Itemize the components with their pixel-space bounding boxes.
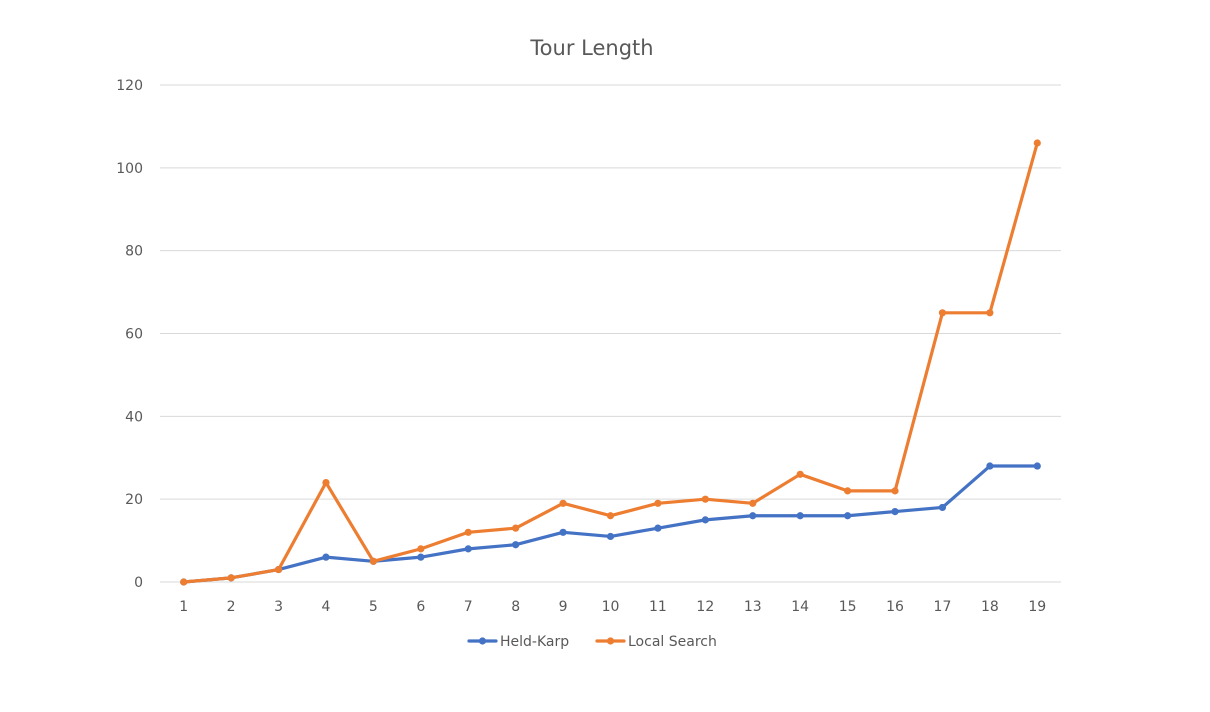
y-tick-label: 100	[116, 161, 143, 177]
x-tick-label: 12	[696, 599, 714, 615]
data-point	[796, 512, 804, 520]
x-tick-label: 18	[981, 599, 999, 615]
x-tick-label: 1	[179, 599, 188, 615]
data-point	[796, 470, 804, 478]
legend-swatch-marker	[606, 637, 615, 645]
x-axis-ticks: 1 2 3 4 5 6 7 8 9 10 11 12 13 14 15 16 17 18 19	[179, 599, 1046, 615]
x-tick-label: 19	[1028, 599, 1046, 615]
data-point	[1033, 139, 1041, 147]
data-point	[274, 565, 283, 574]
x-tick-label: 10	[602, 599, 620, 615]
data-point	[844, 487, 852, 495]
y-tick-label: 0	[134, 575, 143, 591]
x-tick-label: 9	[559, 599, 568, 615]
legend-item: Held-Karp	[467, 634, 569, 650]
x-tick-label: 15	[839, 599, 857, 615]
x-tick-label: 16	[886, 599, 904, 615]
data-point	[464, 528, 472, 536]
x-tick-label: 11	[649, 599, 667, 615]
y-tick-label: 80	[125, 244, 143, 260]
data-point	[606, 512, 615, 520]
data-point	[512, 524, 520, 532]
data-point	[749, 499, 757, 507]
data-point	[938, 309, 947, 317]
series-local-search	[180, 139, 1041, 586]
legend-label: Local Search	[628, 634, 717, 650]
y-tick-label: 20	[125, 492, 143, 508]
series-group	[180, 139, 1041, 586]
x-tick-label: 6	[416, 599, 425, 615]
data-point	[417, 545, 425, 553]
data-point	[654, 524, 662, 532]
y-tick-label: 60	[125, 327, 143, 343]
data-point	[938, 503, 947, 512]
data-point	[701, 516, 709, 524]
x-tick-label: 3	[274, 599, 283, 615]
data-point	[986, 462, 994, 470]
y-tick-label: 120	[116, 78, 143, 94]
data-point	[322, 479, 330, 487]
data-point	[227, 574, 235, 582]
x-tick-label: 13	[744, 599, 762, 615]
chart-title: Tour Length	[529, 36, 653, 60]
y-tick-label: 40	[125, 409, 143, 425]
data-point	[180, 578, 188, 586]
x-tick-label: 14	[791, 599, 809, 615]
data-point	[464, 545, 472, 553]
data-point	[891, 487, 899, 495]
legend: Held-Karp Local Search	[467, 634, 717, 650]
data-point	[701, 495, 709, 503]
data-point	[369, 557, 377, 565]
legend-item: Local Search	[595, 634, 717, 650]
x-tick-label: 8	[511, 599, 520, 615]
data-point	[417, 553, 425, 561]
data-point	[606, 532, 615, 541]
data-point	[559, 499, 567, 507]
y-axis-ticks: 0 20 40 60 80 100 120	[116, 78, 143, 591]
x-tick-label: 17	[934, 599, 952, 615]
data-point	[654, 499, 662, 507]
data-point	[749, 512, 757, 520]
x-tick-label: 4	[322, 599, 331, 615]
series-held-karp	[180, 462, 1041, 586]
x-tick-label: 5	[369, 599, 378, 615]
series-line	[182, 464, 1039, 584]
legend-swatch-marker	[478, 637, 487, 645]
data-point	[986, 309, 994, 317]
legend-label: Held-Karp	[500, 634, 569, 650]
data-point	[322, 553, 330, 561]
data-point	[844, 512, 852, 520]
gridlines	[160, 84, 1061, 583]
data-point	[512, 541, 520, 549]
data-point	[559, 528, 567, 536]
data-point	[1033, 462, 1041, 470]
data-point	[891, 507, 899, 516]
x-tick-label: 2	[227, 599, 236, 615]
x-tick-label: 7	[464, 599, 473, 615]
